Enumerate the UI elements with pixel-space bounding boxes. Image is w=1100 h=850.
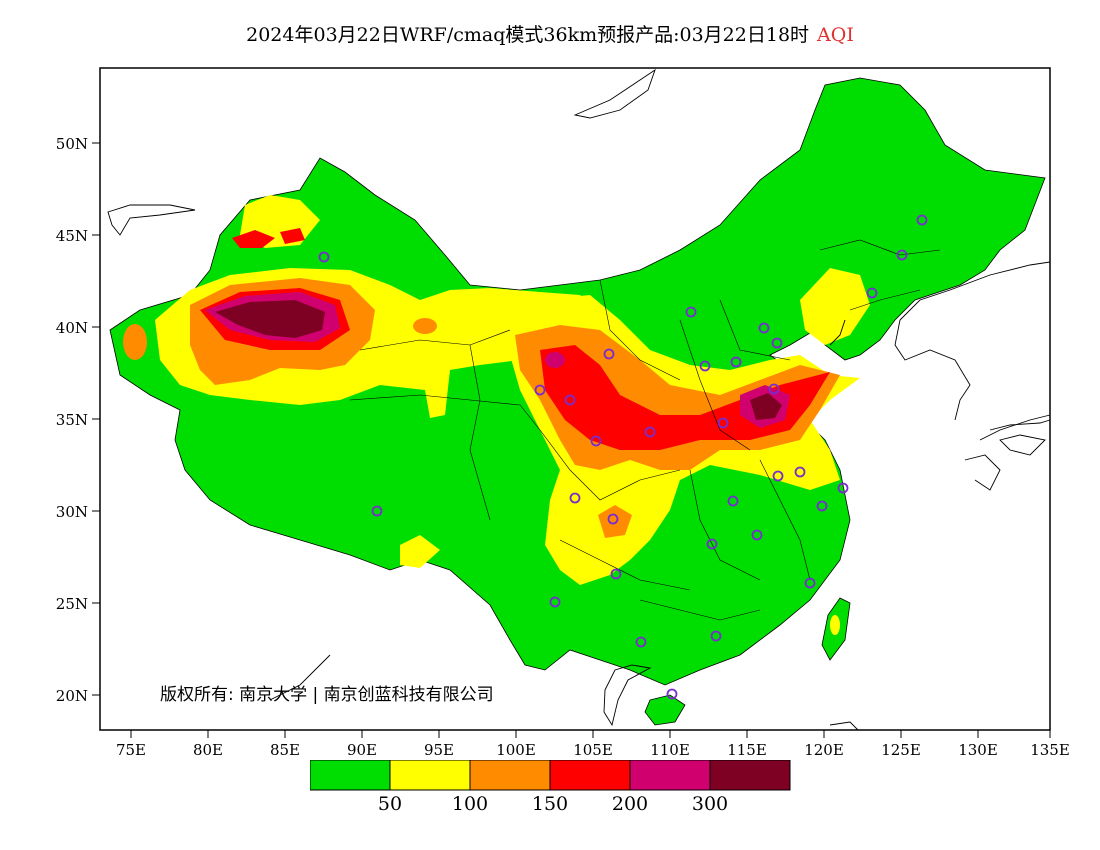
station-marker: [916, 214, 928, 226]
station-markers: [318, 214, 928, 700]
station-marker: [727, 495, 739, 507]
lat-ticks: [92, 142, 100, 696]
aqi-region-orange-spot: [413, 318, 437, 334]
legend-swatch: [709, 760, 791, 791]
province-boundaries: [349, 239, 941, 621]
china-landmass: [109, 77, 1046, 726]
legend-label: 300: [691, 793, 729, 815]
station-marker: [534, 384, 546, 396]
lat-tick-label: 45N: [56, 227, 88, 245]
station-marker: [685, 306, 697, 318]
legend-label: 150: [531, 793, 569, 815]
legend-swatch: [629, 760, 711, 791]
station-marker: [549, 596, 561, 608]
aqi-region-moderate-northeast: [800, 268, 870, 345]
legend-swatch: [469, 760, 551, 791]
copyright-text: 版权所有: 南京大学 | 南京创蓝科技有限公司: [160, 685, 494, 705]
hainan-island: [644, 694, 686, 726]
station-marker: [758, 322, 770, 334]
station-marker: [710, 630, 722, 642]
coastlines: [107, 68, 1051, 731]
legend-label: 100: [451, 793, 489, 815]
lat-tick-label: 35N: [56, 411, 88, 429]
station-marker: [768, 383, 780, 395]
station-marker: [699, 360, 711, 372]
station-marker: [635, 636, 647, 648]
legend-swatch: [549, 760, 631, 791]
title-aqi-tag: AQI: [817, 24, 854, 46]
station-marker: [569, 492, 581, 504]
aqi-region-orange-sichuan: [598, 505, 632, 538]
station-marker: [751, 529, 763, 541]
aqi-region-red-junggar: [232, 230, 275, 248]
lon-tick-label: 110E: [650, 741, 690, 759]
lon-tick-label: 85E: [270, 741, 300, 759]
station-marker: [318, 251, 330, 263]
lon-tick-label: 115E: [727, 741, 767, 759]
lon-tick-label: 105E: [573, 741, 613, 759]
station-marker: [866, 287, 878, 299]
lon-tick-label: 90E: [347, 741, 377, 759]
lat-tick-label: 50N: [56, 135, 88, 153]
lon-tick-label: 95E: [424, 741, 454, 759]
lon-ticks: [130, 730, 1051, 738]
lat-tick-label: 25N: [56, 595, 88, 613]
station-marker: [804, 577, 816, 589]
station-marker: [610, 568, 622, 580]
aqi-region-orange-west: [123, 324, 147, 360]
map-title: 2024年03月22日WRF/cmaq模式36km预报产品:03月22日18时 A…: [0, 20, 1100, 47]
lon-tick-label: 75E: [116, 741, 146, 759]
lon-tick-label: 80E: [193, 741, 223, 759]
legend-label: 200: [611, 793, 649, 815]
lat-tick-label: 20N: [56, 687, 88, 705]
aqi-region-moderate-yunnan: [400, 535, 440, 568]
station-marker: [896, 249, 908, 261]
legend-label: 50: [377, 793, 403, 815]
lon-tick-label: 130E: [958, 741, 998, 759]
station-marker: [771, 337, 783, 349]
station-marker: [590, 435, 602, 447]
legend-swatch: [389, 760, 471, 791]
lon-tick-label: 100E: [496, 741, 536, 759]
station-marker: [371, 505, 383, 517]
aqi-region-magenta-spot: [545, 352, 565, 368]
station-marker: [772, 470, 784, 482]
lon-tick-label: 135E: [1030, 741, 1070, 759]
taiwan-moderate: [830, 615, 840, 635]
station-marker: [717, 417, 729, 429]
aqi-color-legend: [310, 760, 791, 791]
station-marker: [706, 538, 718, 550]
aqi-region-hazardous-tarim: [215, 300, 325, 338]
aqi-region-red-junggar-2: [280, 228, 305, 244]
lon-tick-label: 125E: [881, 741, 921, 759]
title-text: 2024年03月22日WRF/cmaq模式36km预报产品:03月22日18时: [246, 24, 810, 46]
station-marker: [816, 500, 828, 512]
lat-tick-label: 30N: [56, 503, 88, 521]
lat-tick-label: 40N: [56, 319, 88, 337]
station-marker: [564, 394, 576, 406]
station-marker: [730, 356, 742, 368]
lon-tick-label: 120E: [804, 741, 844, 759]
station-marker: [666, 688, 678, 700]
station-marker: [794, 466, 806, 478]
station-marker: [644, 426, 656, 438]
legend-swatch: [310, 760, 391, 791]
station-marker: [607, 513, 619, 525]
aqi-region-hazardous-northchina: [750, 393, 782, 420]
station-marker: [603, 348, 615, 360]
station-marker: [837, 482, 849, 494]
